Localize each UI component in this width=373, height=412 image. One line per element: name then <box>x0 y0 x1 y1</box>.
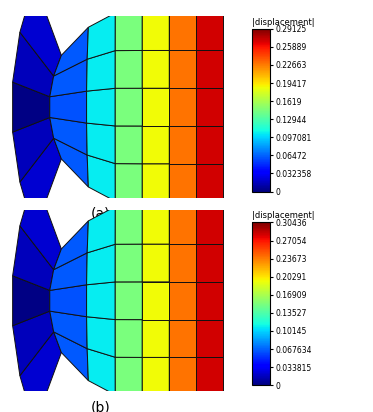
Polygon shape <box>87 155 115 201</box>
Text: |displacement|: |displacement| <box>252 211 314 220</box>
Polygon shape <box>54 221 88 270</box>
Polygon shape <box>54 138 88 187</box>
Polygon shape <box>13 276 50 326</box>
Polygon shape <box>115 13 142 51</box>
Polygon shape <box>50 59 87 97</box>
Polygon shape <box>20 138 62 232</box>
Polygon shape <box>50 285 87 317</box>
Polygon shape <box>13 226 54 290</box>
Polygon shape <box>87 244 115 285</box>
Polygon shape <box>196 164 223 201</box>
Polygon shape <box>50 91 87 123</box>
Polygon shape <box>142 126 169 164</box>
Polygon shape <box>169 164 196 201</box>
Polygon shape <box>115 51 142 88</box>
Polygon shape <box>115 357 142 395</box>
Polygon shape <box>196 126 223 164</box>
Text: |displacement|: |displacement| <box>252 18 314 27</box>
Polygon shape <box>169 206 196 244</box>
Polygon shape <box>169 88 196 126</box>
Polygon shape <box>169 13 196 51</box>
Polygon shape <box>13 311 54 376</box>
Polygon shape <box>196 320 223 357</box>
Polygon shape <box>13 32 54 97</box>
Text: (b): (b) <box>91 400 111 412</box>
Polygon shape <box>20 332 62 412</box>
Polygon shape <box>169 357 196 395</box>
Polygon shape <box>87 349 115 395</box>
Polygon shape <box>87 51 115 91</box>
Polygon shape <box>20 176 62 270</box>
Polygon shape <box>87 317 115 357</box>
Polygon shape <box>20 0 62 76</box>
Polygon shape <box>50 117 87 155</box>
Polygon shape <box>142 88 169 126</box>
Polygon shape <box>196 206 223 244</box>
Polygon shape <box>115 126 142 164</box>
Polygon shape <box>142 206 169 244</box>
Polygon shape <box>13 82 50 132</box>
Polygon shape <box>115 88 142 126</box>
Polygon shape <box>169 244 196 282</box>
Polygon shape <box>169 320 196 357</box>
Polygon shape <box>87 282 115 320</box>
Polygon shape <box>13 117 54 182</box>
Polygon shape <box>142 357 169 395</box>
Polygon shape <box>142 13 169 51</box>
Polygon shape <box>142 244 169 282</box>
Polygon shape <box>169 282 196 320</box>
Polygon shape <box>142 164 169 201</box>
Polygon shape <box>54 332 88 381</box>
Polygon shape <box>196 51 223 88</box>
Polygon shape <box>169 126 196 164</box>
Polygon shape <box>87 123 115 164</box>
Text: (a): (a) <box>91 207 111 221</box>
Polygon shape <box>115 244 142 282</box>
Polygon shape <box>54 27 88 76</box>
Polygon shape <box>87 206 115 253</box>
Polygon shape <box>196 88 223 126</box>
Polygon shape <box>115 320 142 357</box>
Polygon shape <box>142 282 169 320</box>
Polygon shape <box>196 282 223 320</box>
Polygon shape <box>115 164 142 201</box>
Polygon shape <box>50 253 87 290</box>
Polygon shape <box>87 88 115 126</box>
Polygon shape <box>87 13 115 59</box>
Polygon shape <box>115 206 142 244</box>
Polygon shape <box>142 51 169 88</box>
Polygon shape <box>115 282 142 320</box>
Polygon shape <box>142 320 169 357</box>
Polygon shape <box>196 357 223 395</box>
Polygon shape <box>196 13 223 51</box>
Polygon shape <box>50 311 87 349</box>
Polygon shape <box>169 51 196 88</box>
Polygon shape <box>196 244 223 282</box>
